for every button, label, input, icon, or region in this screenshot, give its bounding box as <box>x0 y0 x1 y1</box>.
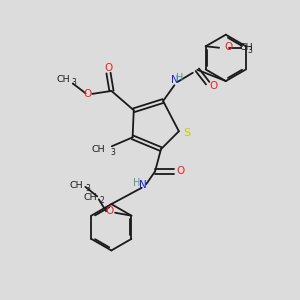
Text: CH: CH <box>84 194 97 202</box>
Text: 3: 3 <box>85 184 90 193</box>
Text: O: O <box>104 63 112 73</box>
Text: CH: CH <box>92 145 105 154</box>
Text: 3: 3 <box>248 46 253 55</box>
Text: O: O <box>224 42 233 52</box>
Text: O: O <box>209 81 217 91</box>
Text: N: N <box>170 75 178 85</box>
Text: CH: CH <box>69 181 83 190</box>
Text: O: O <box>176 166 184 176</box>
Text: 3: 3 <box>110 148 115 157</box>
Text: CH: CH <box>56 74 70 83</box>
Text: H: H <box>133 178 140 188</box>
Text: 3: 3 <box>72 77 77 86</box>
Text: 2: 2 <box>99 196 104 205</box>
Text: N: N <box>139 180 147 190</box>
Text: S: S <box>184 128 191 138</box>
Text: O: O <box>84 89 92 99</box>
Text: CH: CH <box>239 43 253 52</box>
Text: H: H <box>176 73 184 83</box>
Text: O: O <box>106 206 114 216</box>
